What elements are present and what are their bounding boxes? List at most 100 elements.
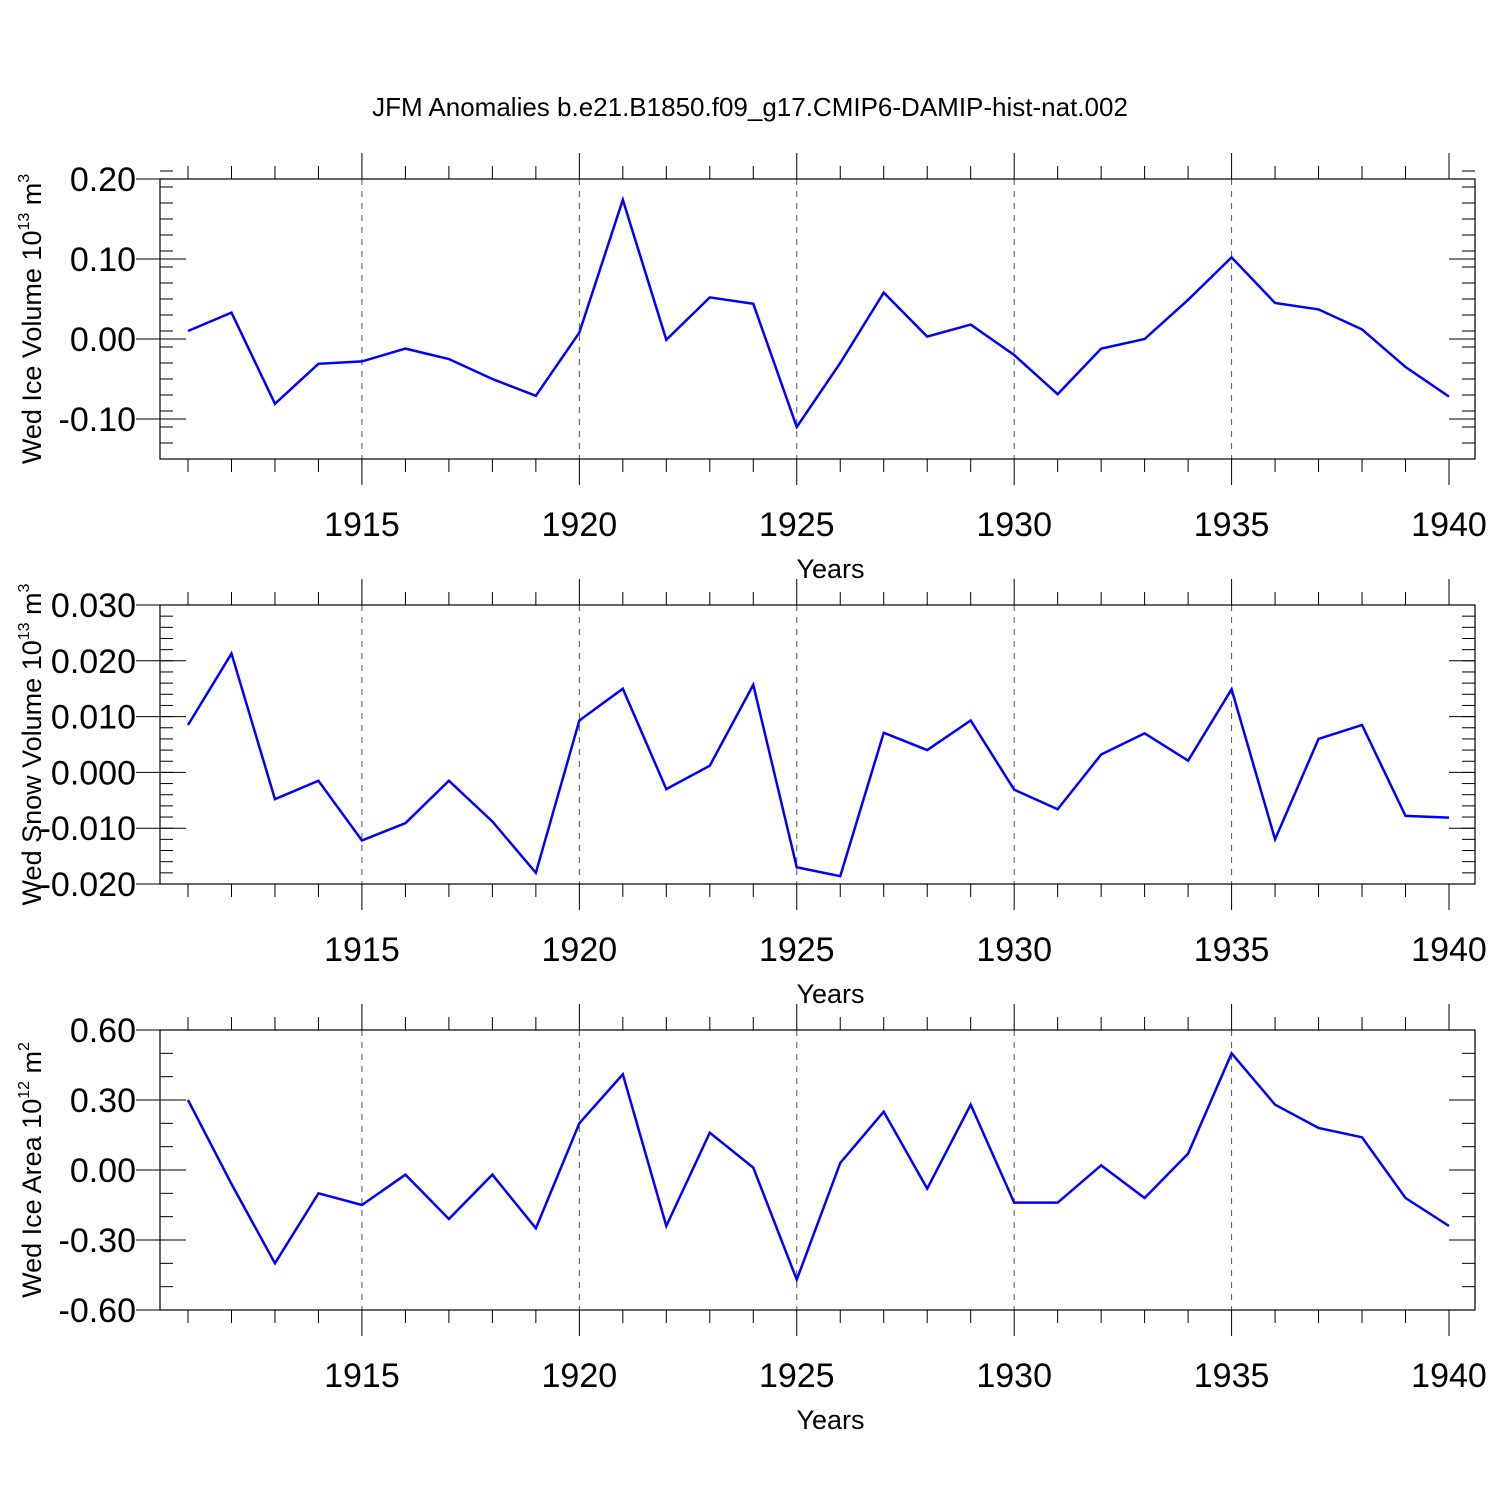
data-point <box>1273 1103 1277 1107</box>
y-tick-label: -0.020 <box>40 866 136 904</box>
data-point <box>1186 298 1190 302</box>
data-point <box>490 1173 494 1177</box>
data-point <box>403 1173 407 1177</box>
data-point <box>838 361 842 365</box>
data-point <box>1012 788 1016 792</box>
snow-volume-panel: 1915 1920 1925 1930 1935 1940 Years 0.030 0.020 0… <box>16 579 1487 1009</box>
y-axis-title: Wed Ice Area 1012 m2 <box>16 1042 47 1298</box>
data-point <box>1056 1201 1060 1205</box>
x-tick-label: 1930 <box>976 931 1052 969</box>
data-point <box>403 347 407 351</box>
data-point <box>316 1191 320 1195</box>
data-point <box>447 357 451 361</box>
data-point <box>534 871 538 875</box>
data-point <box>1099 347 1103 351</box>
data-point <box>751 683 755 687</box>
data-point <box>360 359 364 363</box>
x-axis-title: Years <box>796 979 864 1009</box>
data-point <box>664 787 668 791</box>
data-point <box>1012 353 1016 357</box>
data-point <box>577 719 581 723</box>
data-point <box>577 1121 581 1125</box>
data-point <box>1317 307 1321 311</box>
data-point <box>534 394 538 398</box>
ice-volume-panel: 1915 1920 1925 1930 1935 1940 Years 0.20 0.10 0.0… <box>16 153 1487 584</box>
data-point <box>490 377 494 381</box>
data-point <box>490 820 494 824</box>
data-point <box>229 652 233 656</box>
data-point <box>273 797 277 801</box>
y-tick-label: 0.30 <box>70 1082 136 1120</box>
data-point <box>621 1072 625 1076</box>
data-point <box>316 779 320 783</box>
data-point <box>186 1098 190 1102</box>
x-tick-label: 1915 <box>324 931 400 969</box>
data-point <box>1186 759 1190 763</box>
data-point <box>882 731 886 735</box>
data-series-line <box>187 195 1450 430</box>
y-axis-title: Wed Ice Volume 1013 m3 <box>16 174 47 464</box>
y-tick-label: -0.010 <box>40 810 136 848</box>
y-tick-label: 0.030 <box>51 587 136 625</box>
data-point <box>1360 327 1364 331</box>
data-point <box>838 1161 842 1165</box>
data-series-line <box>186 650 1450 878</box>
x-tick-label: 1940 <box>1411 1357 1487 1395</box>
y-tick-label: 0.10 <box>70 241 136 279</box>
data-point <box>795 1278 799 1282</box>
x-tick-label: 1930 <box>976 506 1052 544</box>
data-series-line <box>186 1050 1450 1284</box>
data-point <box>1404 365 1408 369</box>
data-point <box>925 335 929 339</box>
data-point <box>1143 731 1147 735</box>
ice-area-panel: 1915 1920 1925 1930 1935 1940 Years 0.60 0.30 0.0… <box>16 1004 1487 1435</box>
x-tick-label: 1925 <box>759 931 835 969</box>
x-tick-label: 1920 <box>542 1357 618 1395</box>
data-point <box>925 1187 929 1191</box>
x-tick-label: 1920 <box>542 506 618 544</box>
data-point <box>1273 301 1277 305</box>
x-tick-label: 1925 <box>759 1357 835 1395</box>
data-point <box>1012 1201 1016 1205</box>
data-point <box>882 291 886 295</box>
data-point <box>664 1224 668 1228</box>
x-tick-label: 1935 <box>1194 1357 1270 1395</box>
data-point <box>1447 816 1451 820</box>
x-axis-title: Years <box>796 1405 864 1435</box>
y-tick-label: 0.020 <box>51 643 136 681</box>
data-point <box>751 302 755 306</box>
data-point <box>969 323 973 327</box>
x-axis-title: Years <box>796 554 864 584</box>
y-tick-label: 0.20 <box>70 161 136 199</box>
y-axis-title: Wed Snow Volume 1013 m3 <box>16 583 47 905</box>
data-point <box>360 838 364 842</box>
data-point <box>1230 687 1234 691</box>
x-tick-label: 1915 <box>324 1357 400 1395</box>
x-tick-label: 1930 <box>976 1357 1052 1395</box>
data-point <box>1230 255 1234 259</box>
data-point <box>1099 753 1103 757</box>
data-point <box>534 1226 538 1230</box>
data-point <box>403 821 407 825</box>
data-point <box>229 1182 233 1186</box>
data-point <box>316 362 320 366</box>
data-point <box>969 1103 973 1107</box>
x-tick-label: 1940 <box>1411 506 1487 544</box>
y-tick-label: -0.60 <box>59 1292 137 1330</box>
data-point <box>1273 837 1277 841</box>
x-tick-label: 1925 <box>759 506 835 544</box>
x-tick-label: 1935 <box>1194 506 1270 544</box>
data-point <box>708 295 712 299</box>
plot-frame <box>159 178 1476 460</box>
data-point <box>1143 1196 1147 1200</box>
data-point <box>273 402 277 406</box>
figure-title: JFM Anomalies b.e21.B1850.f09_g17.CMIP6-… <box>372 92 1128 122</box>
data-point <box>969 719 973 723</box>
data-point <box>1404 814 1408 818</box>
y-tick-label: 0.60 <box>70 1012 136 1050</box>
data-point <box>751 1166 755 1170</box>
y-tick-label: 0.00 <box>70 1152 136 1190</box>
data-point <box>925 748 929 752</box>
x-tick-label: 1935 <box>1194 931 1270 969</box>
data-point <box>1360 723 1364 727</box>
